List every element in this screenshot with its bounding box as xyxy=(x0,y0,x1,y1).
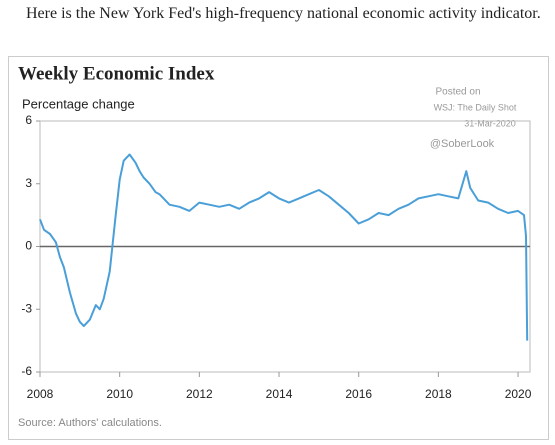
x-tick-label: 2008 xyxy=(27,387,54,401)
x-tick-label: 2012 xyxy=(186,387,213,401)
x-tick-label: 2020 xyxy=(505,387,532,401)
y-tick-label: 6 xyxy=(25,113,32,127)
annotation: WSJ: The Daily Shot xyxy=(434,102,517,112)
source-note: Source: Authors' calculations. xyxy=(18,417,162,429)
y-tick-label: -3 xyxy=(21,301,32,315)
intro-text: Here is the New York Fed's high-frequenc… xyxy=(26,5,541,22)
annotation: @SoberLook xyxy=(430,138,495,150)
y-tick-label: 3 xyxy=(25,176,32,190)
y-tick-label: 0 xyxy=(25,239,32,253)
y-axis-label: Percentage change xyxy=(22,96,135,111)
x-tick-label: 2010 xyxy=(106,387,133,401)
x-tick-label: 2016 xyxy=(345,387,372,401)
annotation: 31-Mar-2020 xyxy=(464,118,516,128)
x-tick-label: 2014 xyxy=(266,387,293,401)
chart-frame xyxy=(8,56,549,440)
x-tick-label: 2018 xyxy=(425,387,452,401)
annotation: Posted on xyxy=(435,87,480,98)
data-line xyxy=(39,153,529,341)
chart-title: Weekly Economic Index xyxy=(18,63,215,84)
y-tick-label: -6 xyxy=(21,364,32,378)
